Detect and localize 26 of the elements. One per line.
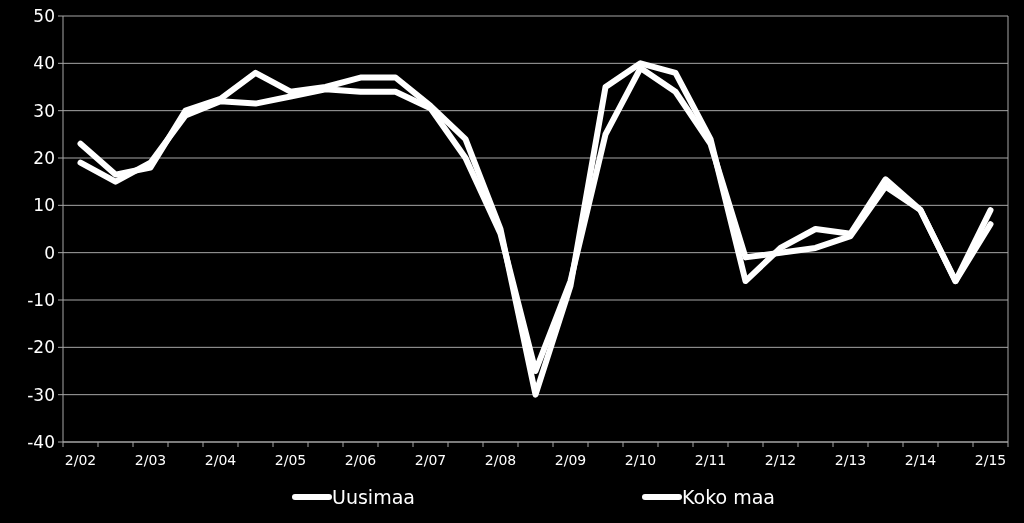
x-tick-label: 2/10 [624, 452, 657, 468]
y-tick-label: -20 [27, 337, 55, 358]
x-tick-label: 2/12 [764, 452, 797, 468]
x-tick-label: 2/13 [834, 452, 867, 468]
x-tick-label: 2/04 [204, 452, 237, 468]
x-tick-label: 2/08 [484, 452, 517, 468]
x-tick-label: 2/15 [974, 452, 1007, 468]
y-tick-label: 30 [33, 100, 55, 121]
y-tick-label: 50 [33, 5, 55, 26]
y-tick-label: 20 [33, 147, 55, 168]
x-tick-label: 2/02 [64, 452, 97, 468]
legend-label: Uusimaa [332, 485, 415, 508]
x-tick-label: 2/07 [414, 452, 447, 468]
x-tick-label: 2/05 [274, 452, 307, 468]
x-tick-label: 2/06 [344, 452, 377, 468]
y-tick-label: 0 [44, 242, 55, 263]
y-tick-label: -40 [27, 431, 55, 452]
y-tick-label: 40 [33, 53, 55, 74]
x-tick-label: 2/03 [134, 452, 167, 468]
y-tick-label: -10 [27, 289, 55, 310]
x-tick-label: 2/11 [694, 452, 727, 468]
x-tick-label: 2/09 [554, 452, 587, 468]
legend-label: Koko maa [682, 485, 775, 508]
y-tick-label: 10 [33, 195, 55, 216]
x-tick-label: 2/14 [904, 452, 937, 468]
y-tick-label: -30 [27, 384, 55, 405]
